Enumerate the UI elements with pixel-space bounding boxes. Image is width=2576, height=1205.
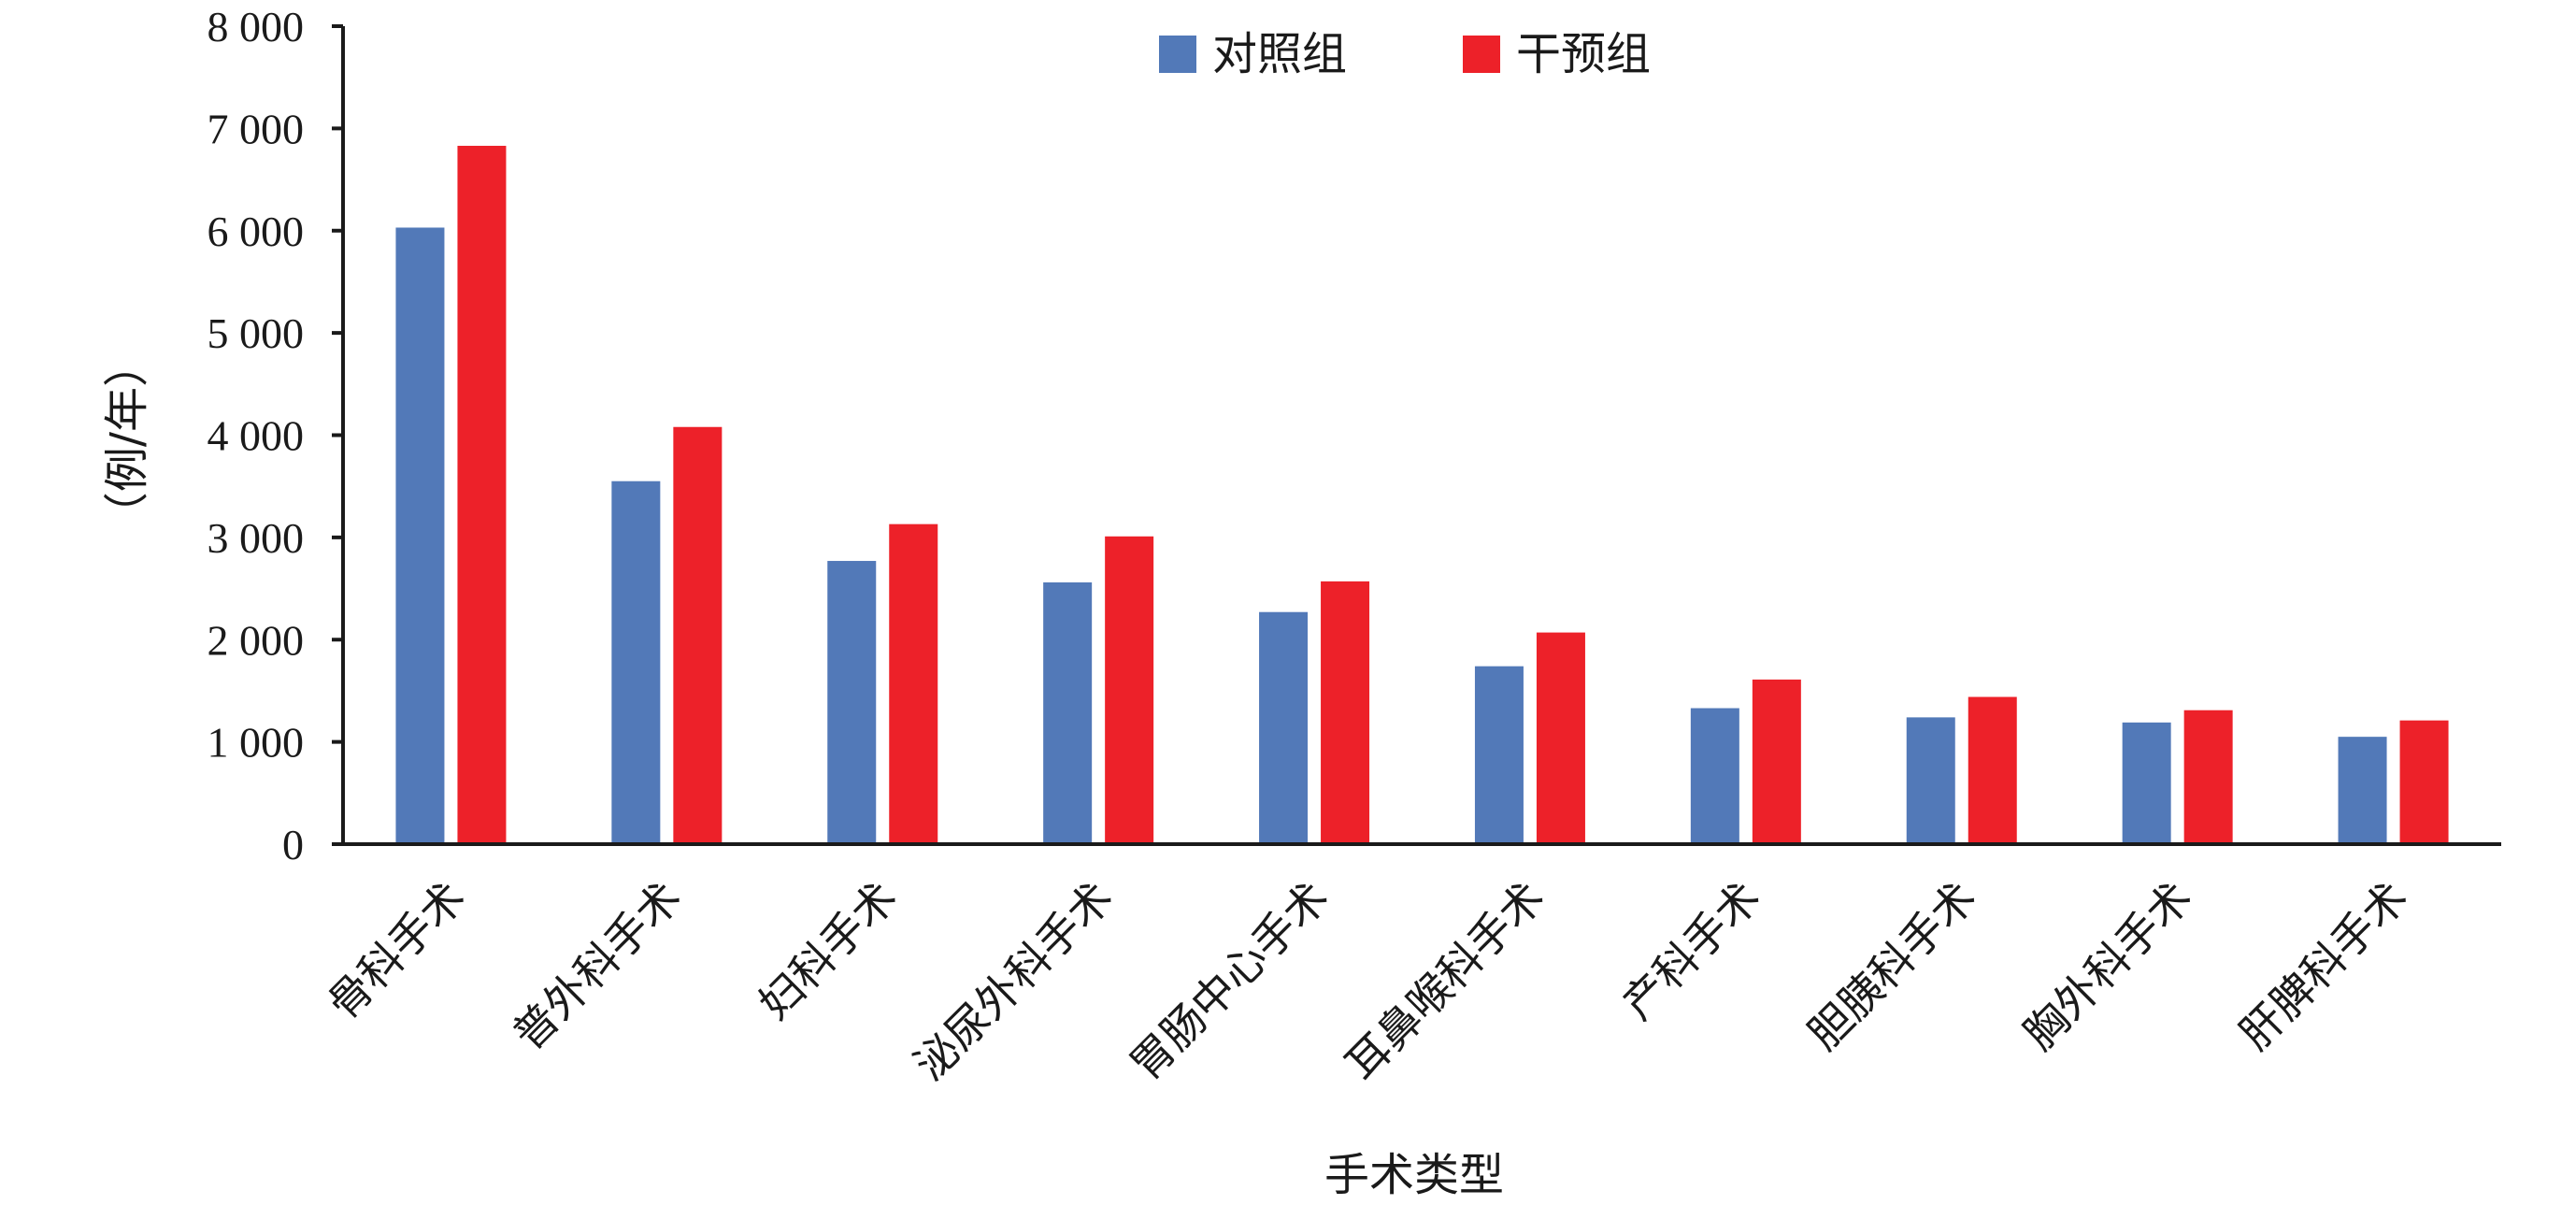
- legend-label-intervention: 干预组: [1516, 28, 1651, 80]
- legend: 对照组 干预组: [1159, 28, 1651, 80]
- bar-intervention: [457, 145, 507, 844]
- y-tick-label: 2 000: [208, 616, 305, 664]
- legend-swatch-control: [1159, 36, 1196, 73]
- bar-intervention: [2183, 710, 2233, 844]
- y-axis-ticks: 0 1 000 2 000 3 000 4 000 5 000 6 000 7 000 8 00…: [208, 3, 343, 868]
- bar-intervention: [1968, 696, 2017, 844]
- x-category-label: 骨科手术: [318, 872, 475, 1029]
- x-category-label: 泌尿外科手术: [905, 872, 1123, 1090]
- bar-control: [1474, 666, 1524, 844]
- bar-intervention: [889, 524, 938, 844]
- bar-control: [1259, 611, 1309, 844]
- bar-control: [611, 481, 661, 844]
- bar-control: [1690, 708, 1739, 844]
- bar-intervention: [1536, 632, 1585, 844]
- x-axis-title: 手术类型: [1324, 1149, 1504, 1201]
- bar-intervention: [1105, 536, 1154, 844]
- x-category-label: 耳鼻喉科手术: [1336, 872, 1553, 1090]
- y-tick-label: 4 000: [208, 412, 305, 460]
- x-category-label: 胃肠中心手术: [1120, 872, 1338, 1090]
- x-category-label: 普外科手术: [503, 872, 691, 1060]
- y-tick-label: 7 000: [208, 105, 305, 152]
- x-category-label: 胸外科手术: [2014, 872, 2202, 1060]
- bar-control: [2338, 737, 2387, 844]
- x-category-label: 妇科手术: [750, 872, 907, 1029]
- bar-control: [1043, 582, 1093, 844]
- y-tick-label: 0: [282, 821, 304, 868]
- bar-intervention: [1752, 679, 1801, 844]
- y-tick-label: 8 000: [208, 3, 305, 50]
- bar-control: [395, 227, 445, 844]
- y-tick-label: 6 000: [208, 208, 305, 255]
- x-category-label: 产科手术: [1612, 872, 1769, 1029]
- bar-control: [2122, 722, 2171, 844]
- bar-intervention: [1321, 581, 1370, 844]
- y-tick-label: 5 000: [208, 309, 305, 357]
- bar-control: [1906, 717, 1955, 844]
- legend-swatch-intervention: [1463, 36, 1500, 73]
- bar-control: [827, 561, 877, 844]
- bar-intervention: [2399, 720, 2449, 844]
- bar-intervention: [673, 426, 723, 844]
- y-tick-label: 3 000: [208, 514, 305, 562]
- x-category-label: 胆胰科手术: [1798, 872, 1986, 1060]
- x-category-label: 肝脾科手术: [2230, 872, 2418, 1060]
- legend-label-control: 对照组: [1212, 28, 1347, 80]
- bars-layer: [395, 145, 2449, 844]
- y-axis-title: （例/年）: [101, 342, 153, 537]
- y-tick-label: 1 000: [208, 719, 305, 767]
